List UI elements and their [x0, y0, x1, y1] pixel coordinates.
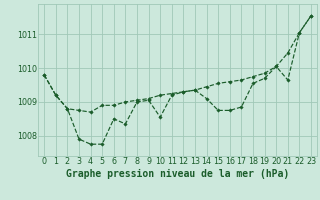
X-axis label: Graphe pression niveau de la mer (hPa): Graphe pression niveau de la mer (hPa) [66, 169, 289, 179]
